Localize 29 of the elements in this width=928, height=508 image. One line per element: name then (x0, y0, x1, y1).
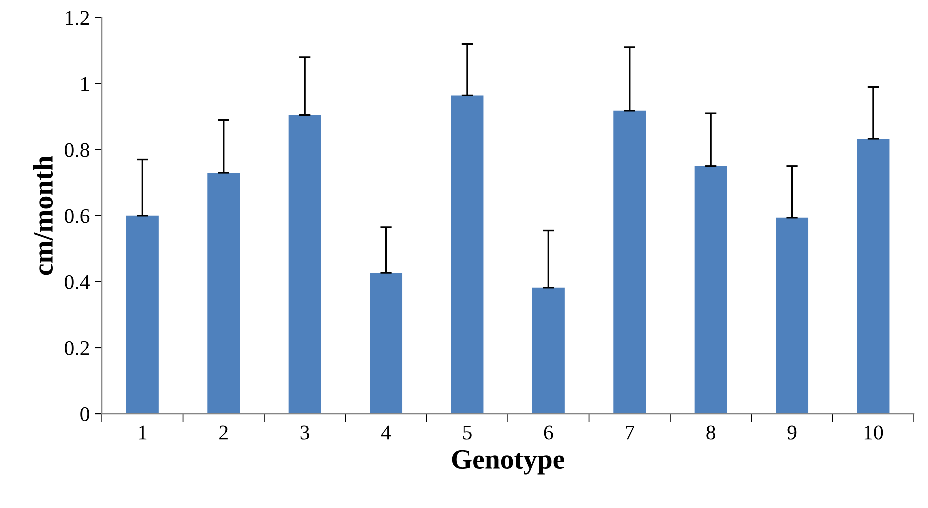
x-tick-label: 3 (300, 426, 310, 440)
x-tick-label: 6 (544, 426, 554, 440)
bar (857, 138, 890, 414)
x-tick-label: 1 (139, 426, 147, 440)
bar (776, 218, 809, 414)
bar (126, 216, 159, 414)
y-tick-label: 0 (80, 407, 90, 422)
bar (614, 110, 646, 414)
bar (451, 96, 484, 414)
bar (532, 288, 565, 414)
x-axis-title: Genotype (452, 450, 564, 475)
bar (694, 166, 728, 414)
y-tick-label: 0.8 (65, 143, 90, 158)
y-tick-label: 1 (82, 77, 90, 92)
y-tick-label: 1.2 (66, 11, 90, 26)
y-axis-title: cm/month (33, 156, 54, 276)
x-tick-label: 10 (864, 426, 884, 440)
x-tick-label: 4 (381, 426, 392, 440)
y-tick-label: 0.4 (65, 275, 90, 290)
y-tick-label: 0.2 (65, 341, 90, 356)
x-tick-label: 2 (220, 426, 228, 440)
bar (288, 115, 322, 414)
y-tick-label: 0.6 (65, 209, 90, 224)
x-tick-label: 5 (463, 426, 472, 440)
x-tick-label: 8 (706, 426, 716, 440)
bar (208, 172, 240, 414)
x-tick-label: 9 (788, 426, 797, 440)
bar (370, 273, 403, 414)
x-tick-label: 7 (626, 426, 634, 440)
